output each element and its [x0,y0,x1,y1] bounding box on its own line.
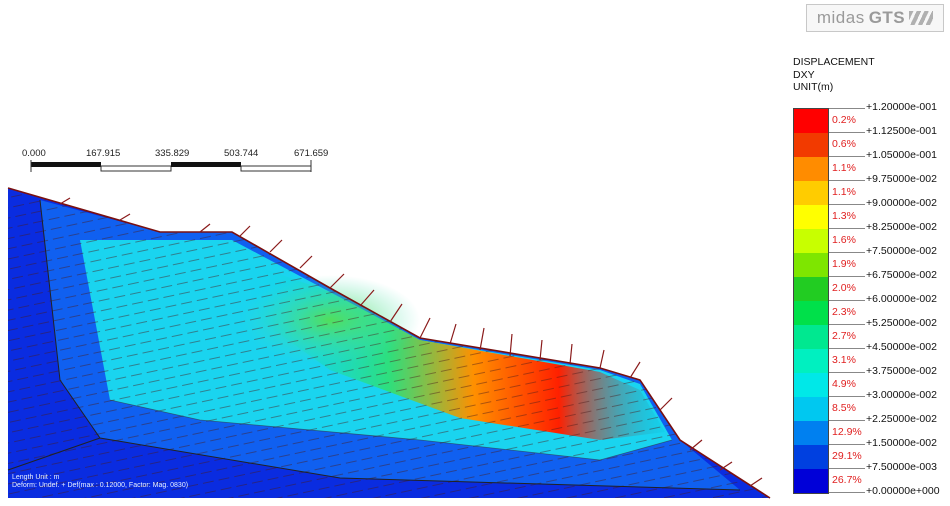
legend-percentage: 29.1% [832,450,862,462]
legend-band [794,325,828,349]
legend-percentage: 2.0% [832,282,856,294]
legend-tick [829,156,865,157]
legend-tick [829,276,865,277]
legend-band [794,349,828,373]
legend-band [794,301,828,325]
scale-tick-0: 0.000 [22,148,46,159]
legend-unit: UNIT(m) [793,81,834,93]
legend-value: +1.20000e-001 [866,101,937,113]
legend-percentage: 1.3% [832,210,856,222]
legend-tick [829,324,865,325]
stratum-line-2 [7,437,101,471]
scale-segment-2 [100,165,172,172]
legend-tick [829,348,865,349]
legend-band [794,253,828,277]
legend-percentage: 8.5% [832,402,856,414]
legend-percentage: 1.1% [832,162,856,174]
legend-tick [829,396,865,397]
legend-band [794,277,828,301]
displacement-vectors [8,188,770,498]
legend-tick [829,228,865,229]
scale-segment-1 [31,162,101,167]
legend-percentage: 0.2% [832,114,856,126]
slope-displacement-contour [7,187,771,499]
legend-band [794,181,828,205]
legend-value: +6.75000e-002 [866,269,937,281]
scale-tick-1: 167.915 [86,148,120,159]
legend-percentage: 12.9% [832,426,862,438]
legend-value: +1.12500e-001 [866,125,937,137]
legend-band [794,469,828,493]
legend-band [794,397,828,421]
legend-band [794,133,828,157]
legend-tick [829,108,865,109]
legend-band [794,445,828,469]
legend-value: +5.25000e-002 [866,317,937,329]
legend-percentage: 1.9% [832,258,856,270]
legend-tick [829,420,865,421]
brand-stripes-icon [909,11,934,25]
legend-component: DXY [793,68,815,81]
legend-value: +3.00000e-002 [866,389,937,401]
legend-band [794,373,828,397]
legend-value: +8.25000e-002 [866,221,937,233]
legend-value: +7.50000e-003 [866,461,937,473]
model-info: Length Unit : m Deform: Undef. + Def(max… [12,474,188,490]
scale-bar: 0.000 167.915 335.829 503.744 671.659 [22,148,328,172]
legend-value: +6.00000e-002 [866,293,937,305]
legend-value: +1.05000e-001 [866,149,937,161]
scale-tick-3: 503.744 [224,148,258,159]
legend-percentage: 2.3% [832,306,856,318]
brand-product: GTS [868,8,906,27]
scale-tick-2: 335.829 [155,148,189,159]
brand-name: midas [816,8,865,27]
legend-value: +9.75000e-002 [866,173,937,185]
legend-header: DISPLACEMENT DXY UNIT(m) [793,56,875,94]
legend-band [794,157,828,181]
legend-value: +2.25000e-002 [866,413,937,425]
scale-tick-4: 671.659 [294,148,328,159]
model-info-line-2: Deform: Undef. + Def(max : 0.12000, Fact… [12,482,189,489]
legend-tick [829,468,865,469]
legend-value: +4.50000e-002 [866,341,937,353]
legend-percentage: 4.9% [832,378,856,390]
legend-color-bar [793,108,829,494]
legend-tick [829,300,865,301]
legend-band [794,205,828,229]
legend-percentage: 26.7% [832,474,862,486]
legend-value: +7.50000e-002 [866,245,937,257]
legend-tick [829,492,865,493]
legend-percentage: 2.7% [832,330,856,342]
legend-percentage: 1.1% [832,186,856,198]
legend-tick [829,180,865,181]
stratum-line-3 [109,399,673,461]
legend-value: +0.00000e+000 [866,485,940,497]
legend-percentage: 3.1% [832,354,856,366]
surface-arrows [59,197,763,487]
legend-band [794,229,828,253]
model-info-line-1: Length Unit : m [12,474,60,481]
scale-segment-4 [240,165,312,172]
legend-value: +9.00000e-002 [866,197,937,209]
legend-value: +1.50000e-002 [866,437,937,449]
legend-title: DISPLACEMENT [793,56,875,68]
legend-percentage: 1.6% [832,234,856,246]
legend-tick [829,252,865,253]
legend-tick [829,444,865,445]
legend-value: +3.75000e-002 [866,365,937,377]
midas-gts-logo: midas GTS [806,4,944,32]
legend-tick [829,372,865,373]
legend-tick [829,204,865,205]
legend-band [794,421,828,445]
legend-percentage: 0.6% [832,138,856,150]
scale-segment-3 [171,162,241,167]
legend-tick [829,132,865,133]
legend-band [794,109,828,133]
